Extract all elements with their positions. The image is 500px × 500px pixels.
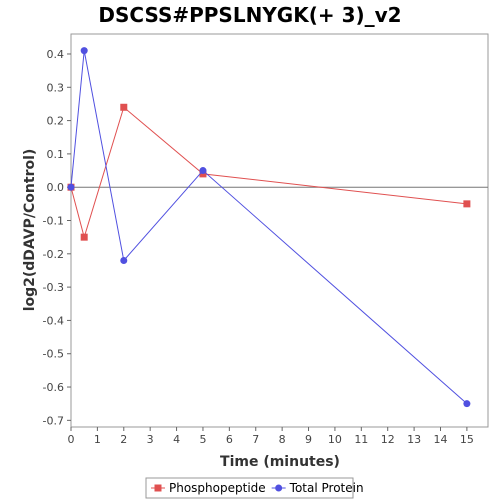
x-tick-label: 4 [173,433,180,446]
y-tick-label: 0.2 [47,115,65,128]
total-protein-point [67,183,75,191]
y-tick-label: -0.2 [43,248,64,261]
y-tick-label: -0.7 [43,414,64,427]
y-tick-label: -0.5 [43,348,64,361]
x-tick-label: 15 [460,433,474,446]
legend-total-protein-label: Total Protein [289,481,364,495]
x-axis: 0 1 2 3 4 5 6 7 8 9 10 11 12 13 14 15 [68,427,474,446]
x-tick-label: 0 [68,433,75,446]
x-tick-label: 12 [381,433,395,446]
legend-total-protein-marker [275,484,283,492]
y-tick-label: -0.1 [43,215,64,228]
y-tick-label: 0.1 [47,148,65,161]
legend-phosphopeptide-label: Phosphopeptide [169,481,266,495]
y-axis-label: log2(dDAVP/Control) [22,149,38,312]
total-protein-point [199,167,207,175]
y-tick-label: -0.3 [43,281,64,294]
y-tick-label: 0.3 [47,81,65,94]
chart-title: DSCSS#PPSLNYGK(+ 3)_v2 [98,3,401,27]
x-tick-label: 9 [305,433,312,446]
y-tick-label: -0.6 [43,381,64,394]
x-tick-label: 6 [226,433,233,446]
x-tick-label: 5 [199,433,206,446]
total-protein-point [463,400,471,408]
x-tick-label: 7 [252,433,259,446]
x-tick-label: 14 [433,433,447,446]
y-axis: 0.4 0.3 0.2 0.1 0.0 -0.1 -0.2 -0.3 -0.4 -0.5 -0.6 -… [43,48,71,427]
total-protein-point [80,47,88,55]
x-tick-label: 3 [147,433,154,446]
plot-area [70,33,489,428]
series-group [67,47,471,408]
y-tick-label: 0.0 [47,181,65,194]
x-tick-label: 11 [354,433,368,446]
x-tick-label: 1 [94,433,101,446]
phosphopeptide-point [80,233,88,241]
x-tick-label: 8 [279,433,286,446]
x-tick-label: 10 [328,433,342,446]
x-tick-label: 13 [407,433,421,446]
phosphopeptide-point [463,200,471,208]
legend: Phosphopeptide Total Protein [145,477,364,499]
legend-phosphopeptide-marker [154,484,162,492]
x-axis-label: Time (minutes) [220,454,340,470]
phosphopeptide-point [120,103,128,111]
y-tick-label: 0.4 [47,48,65,61]
y-tick-label: -0.4 [43,314,64,327]
total-protein-point [120,256,128,264]
legend-frame [145,477,354,499]
x-tick-label: 2 [120,433,127,446]
